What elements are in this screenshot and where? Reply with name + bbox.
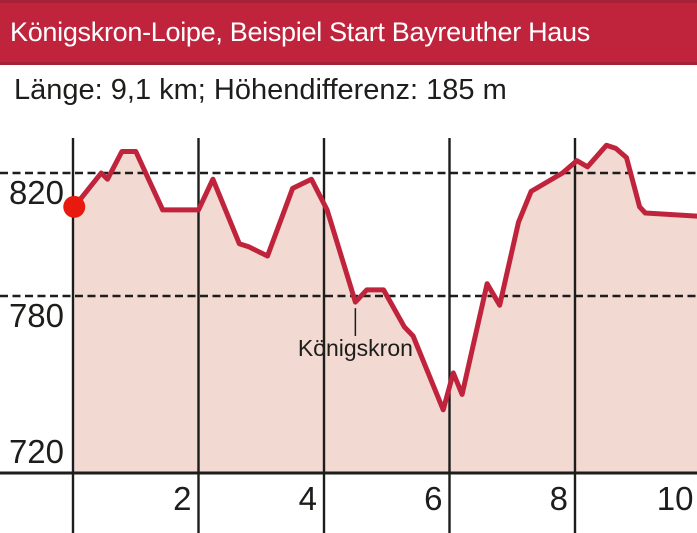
y-tick-label-720: 720 [8, 433, 64, 470]
x-tick-label-6: 6 [424, 480, 443, 517]
y-tick-label-780: 780 [8, 297, 64, 334]
x-tick-label-2: 2 [173, 480, 192, 517]
page-title: Königskron-Loipe, Beispiel Start Bayreut… [10, 17, 590, 47]
profile-line [71, 142, 697, 413]
x-tick-label-10: 10 [656, 480, 694, 517]
trail-stats-line: Länge: 9,1 km; Höhendifferenz: 185 m [14, 74, 507, 106]
profile-area [74, 145, 697, 473]
title-bar: Königskron-Loipe, Beispiel Start Bayreut… [0, 0, 697, 65]
x-tick-label-4: 4 [298, 480, 317, 517]
y-tick-label-820: 820 [8, 174, 64, 211]
start-marker-dot [63, 195, 86, 218]
annotation-koenigskron: Königskron [297, 335, 413, 361]
x-tick-label-8: 8 [549, 480, 568, 517]
